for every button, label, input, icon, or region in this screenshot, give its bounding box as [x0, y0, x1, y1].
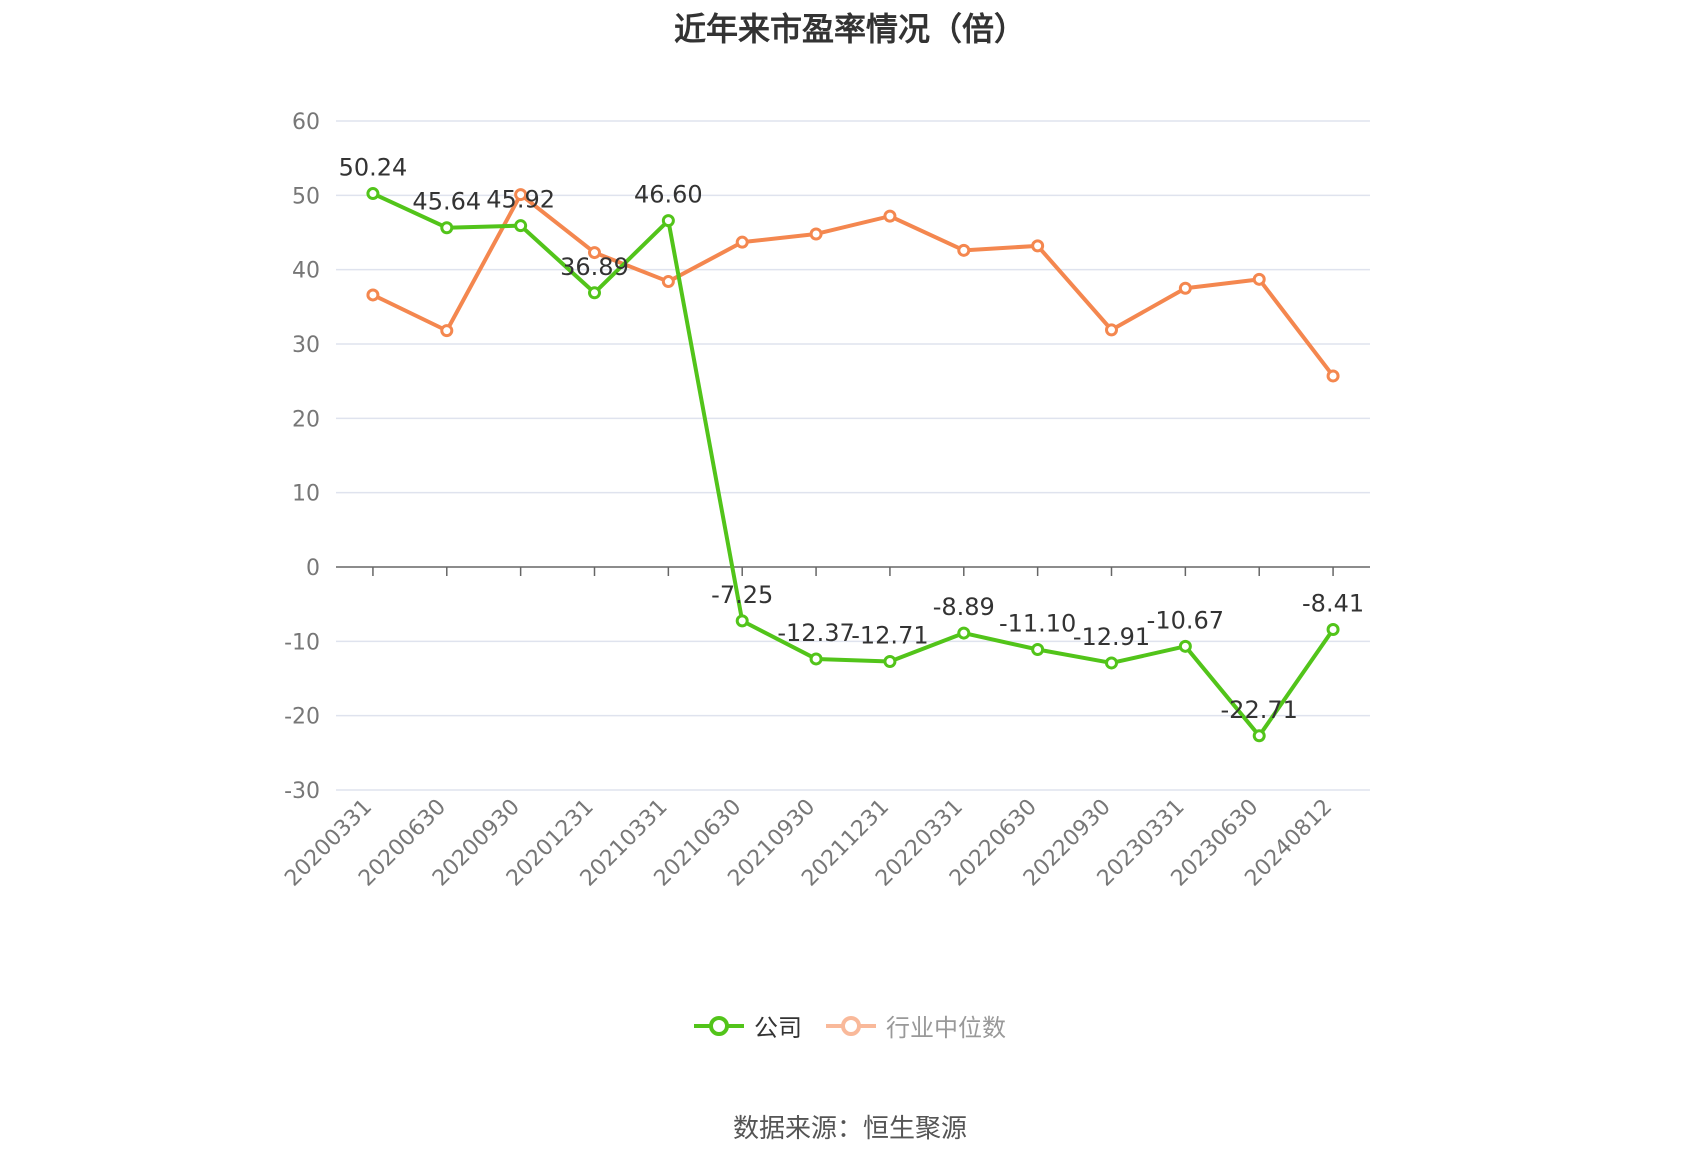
company-data-label: -10.67: [1147, 606, 1224, 634]
y-tick-label: 0: [306, 556, 320, 581]
y-tick-label: 30: [292, 333, 320, 358]
chart-title: 近年来市盈率情况（倍）: [673, 10, 1026, 48]
y-tick-label: 60: [292, 110, 320, 135]
company-data-label: -12.91: [1073, 623, 1150, 651]
y-tick-label: -10: [284, 630, 320, 655]
legend-label-company: 公司: [754, 1014, 802, 1042]
company-data-label: 46.60: [634, 181, 703, 209]
legend-item-industry[interactable]: 行业中位数: [826, 1008, 1006, 1043]
y-tick-label: -30: [284, 779, 320, 804]
company-point: [883, 654, 897, 668]
company-point: [588, 286, 601, 300]
industry-point: [366, 288, 380, 302]
company-point: [1105, 656, 1118, 670]
company-point: [809, 652, 823, 666]
company-data-label: 45.64: [412, 188, 481, 216]
company-line: [372, 191, 1335, 738]
industry-point: [1252, 272, 1266, 286]
company-point: [366, 187, 380, 201]
industry-point: [514, 188, 528, 202]
company-point: [1031, 643, 1045, 657]
y-tick-label: 40: [292, 259, 320, 284]
company-data-label: -12.71: [851, 621, 928, 649]
industry-point: [661, 275, 675, 289]
company-data-label: -22.71: [1221, 696, 1298, 724]
legend-industry-icon: [826, 1015, 876, 1036]
industry-point: [440, 324, 454, 338]
industry-point: [957, 243, 971, 257]
company-data-label: -11.10: [999, 610, 1076, 638]
company-data-label: -8.89: [933, 593, 995, 621]
company-data-label: 36.89: [560, 253, 629, 281]
company-point: [1178, 639, 1192, 653]
company-data-label: -7.25: [711, 581, 773, 609]
company-point: [661, 214, 675, 228]
y-tick-label: -20: [284, 705, 320, 730]
legend-label-industry: 行业中位数: [886, 1014, 1006, 1042]
industry-point: [883, 209, 897, 223]
legend-item-company[interactable]: 公司: [694, 1008, 802, 1043]
company-data-label: -8.41: [1302, 590, 1364, 618]
company-data-label: 45.92: [486, 186, 555, 214]
industry-point: [1326, 369, 1340, 383]
industry-point: [735, 235, 749, 249]
legend-company-icon: [694, 1015, 744, 1036]
company-point: [1252, 729, 1266, 743]
industry-point: [1178, 281, 1192, 295]
series-lines: [366, 187, 1340, 743]
industry-point: [1031, 239, 1045, 253]
company-point: [1326, 623, 1340, 637]
y-tick-label: 20: [292, 407, 320, 432]
grid-lines: [336, 120, 1370, 791]
industry-line: [372, 192, 1335, 378]
company-data-label: 50.24: [339, 154, 408, 182]
company-point: [957, 626, 971, 640]
y-tick-label: 50: [292, 184, 320, 209]
company-point: [514, 219, 528, 233]
industry-point: [1105, 323, 1118, 337]
legend: 公司 行业中位数: [0, 1008, 1700, 1043]
company-data-label: -12.37: [777, 619, 854, 647]
company-point: [440, 221, 454, 235]
industry-point: [588, 246, 601, 260]
y-tick-label: 10: [292, 482, 320, 507]
data-source: 数据来源：恒生聚源: [732, 1114, 967, 1144]
industry-point: [809, 227, 823, 241]
company-point: [735, 614, 749, 628]
